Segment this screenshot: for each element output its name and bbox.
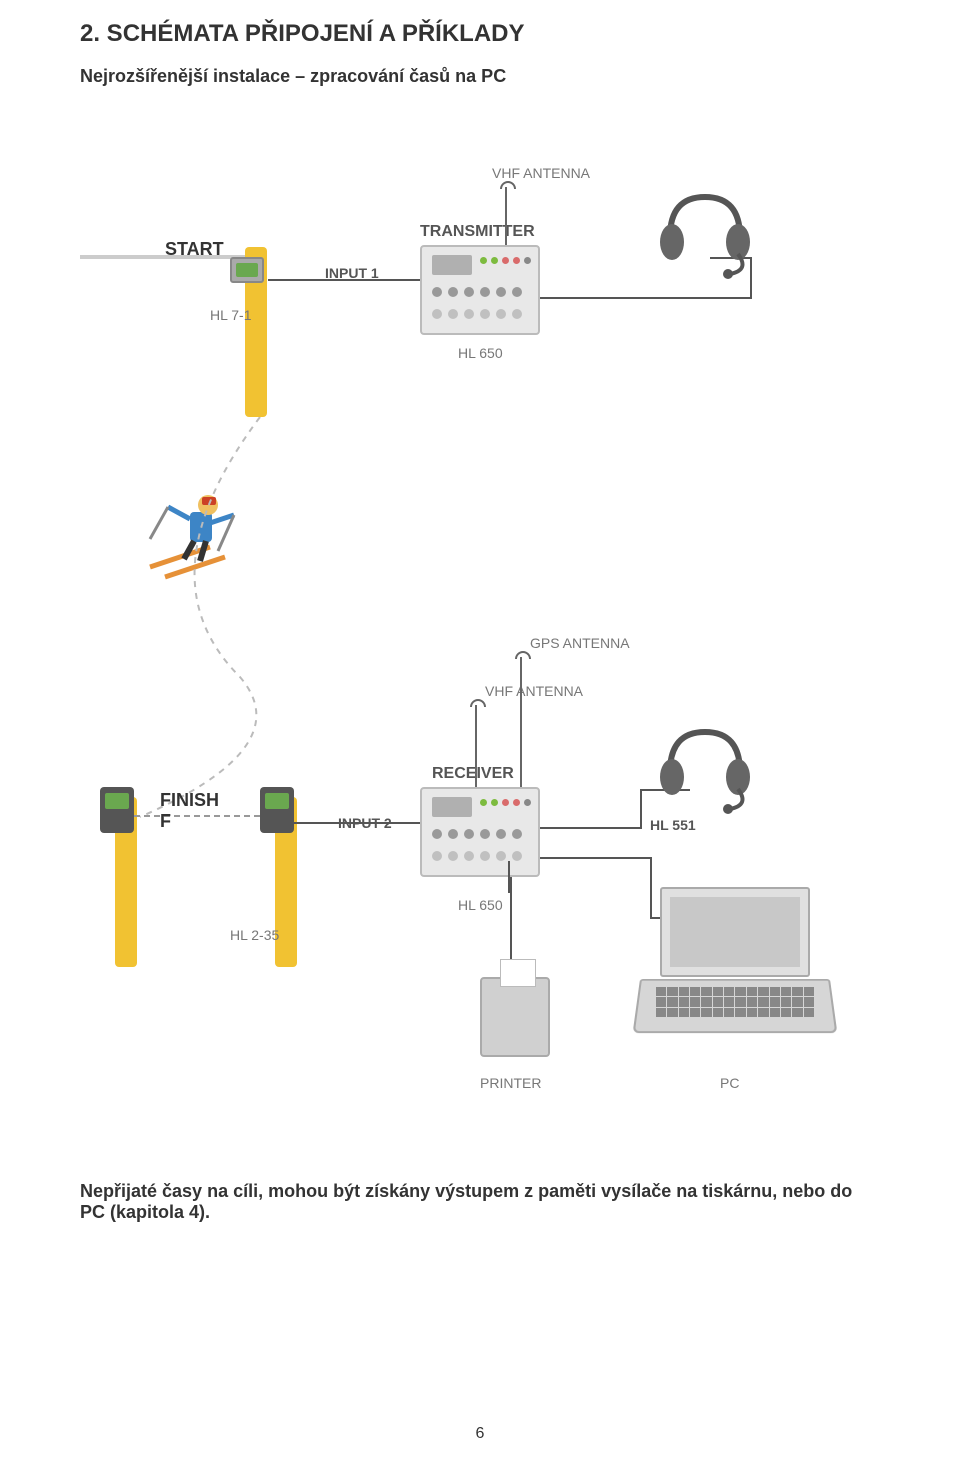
gps-antenna-rx-label: GPS ANTENNA — [530, 635, 630, 651]
receiver-label: RECEIVER — [432, 765, 514, 783]
vhf-antenna-rx — [475, 705, 477, 787]
vhf-antenna-tx-label: VHF ANTENNA — [492, 165, 590, 181]
ski-track-dashed — [80, 417, 340, 837]
headset-rx — [650, 717, 760, 817]
start-label: START — [165, 239, 224, 260]
finish-photocell-left — [100, 787, 134, 833]
footer-paragraph: Nepřijaté časy na cíli, mohou být získán… — [80, 1181, 860, 1223]
finish-line-dotted — [134, 815, 260, 817]
headset-tx — [650, 182, 760, 282]
wire-rx-to-headset-v — [640, 789, 642, 829]
transmitter-label: TRANSMITTER — [420, 223, 535, 241]
printer — [480, 977, 550, 1057]
headset-icon — [650, 717, 760, 817]
vhf-antenna-rx-label: VHF ANTENNA — [485, 683, 583, 699]
section-subtitle: Nejrozšířenější instalace – zpracování č… — [80, 66, 880, 87]
input1-label: INPUT 1 — [325, 265, 379, 281]
finish-label: FINISH — [160, 790, 219, 811]
connection-diagram: START HL 7-1 INPUT 1 TRANSMITTER HL 650 … — [80, 97, 880, 1157]
finish-photocell-right — [260, 787, 294, 833]
hl71-label: HL 7-1 — [210, 307, 252, 323]
input2-label: INPUT 2 — [338, 815, 392, 831]
gps-antenna-rx — [520, 657, 522, 787]
hl235-label: HL 2-35 — [230, 927, 279, 943]
receiver-device — [420, 787, 540, 877]
hl650-rx-label: HL 650 — [458, 897, 503, 913]
start-sensor — [230, 257, 264, 283]
hl650-tx-label: HL 650 — [458, 345, 503, 361]
headset-icon — [650, 182, 760, 282]
page: 2. SCHÉMATA PŘIPOJENÍ A PŘÍKLADY Nejrozš… — [0, 0, 960, 1463]
wire-rx-to-printer-h — [508, 861, 510, 893]
hl551-label: HL 551 — [650, 817, 696, 833]
wire-rx-to-pc-h — [540, 857, 650, 859]
transmitter-device — [420, 245, 540, 335]
wire-rx-to-headset-h — [540, 827, 640, 829]
vhf-antenna-tx — [505, 187, 507, 245]
pc-label: PC — [720, 1075, 739, 1091]
printer-label: PRINTER — [480, 1075, 541, 1091]
section-title: 2. SCHÉMATA PŘIPOJENÍ A PŘÍKLADY — [80, 20, 880, 48]
finish-sub-label: F — [160, 811, 171, 832]
laptop — [640, 887, 830, 1037]
wire-tx-to-headset-h — [540, 297, 750, 299]
page-number: 6 — [476, 1425, 485, 1443]
